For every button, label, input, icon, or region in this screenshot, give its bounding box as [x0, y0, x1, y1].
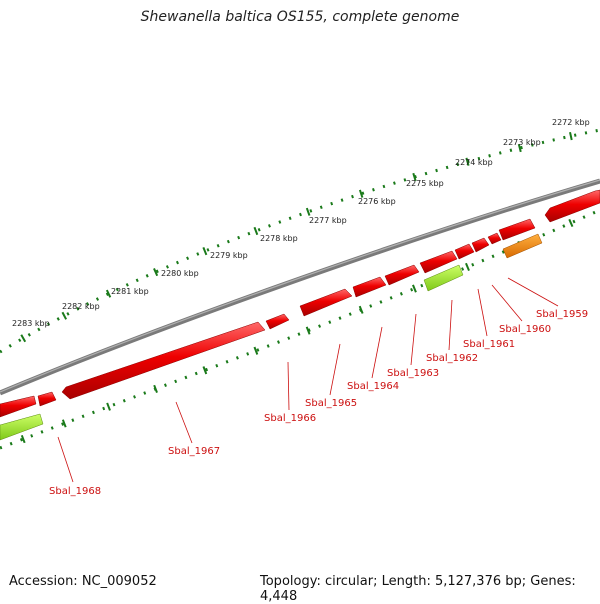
gene-block[interactable] [454, 243, 475, 260]
gene-label[interactable]: Sbal_1959 [536, 309, 588, 320]
major-tick [106, 402, 111, 411]
major-tick [202, 366, 208, 375]
leader-line [371, 326, 383, 379]
major-tick [412, 284, 417, 293]
leader-line [507, 277, 559, 307]
major-tick [568, 218, 574, 228]
gene-block[interactable] [61, 321, 266, 400]
gene-label[interactable]: Sbal_1962 [426, 353, 478, 364]
gene-label[interactable]: Sbal_1968 [49, 486, 101, 497]
major-tick [358, 189, 364, 198]
major-tick [61, 311, 68, 320]
gene-block[interactable] [544, 189, 600, 223]
scale-label: 2283 kbp [12, 319, 50, 328]
orange-feature[interactable] [502, 233, 543, 259]
gene-label[interactable]: Sbal_1966 [264, 413, 316, 424]
accession-label: Accession: NC_009052 [9, 574, 157, 589]
gene-block[interactable] [299, 288, 353, 317]
leader-line [175, 401, 193, 444]
leader-line [410, 313, 417, 366]
major-tick [202, 247, 208, 256]
major-tick [153, 384, 158, 394]
outer-scale-ring: 2283 kbp 2282 kbp 2281 kbp 2280 kbp 2279… [0, 118, 600, 354]
major-tick [358, 305, 364, 314]
major-tick [305, 207, 311, 216]
gene-label[interactable]: Sbal_1961 [463, 339, 515, 350]
scale-label: 2272 kbp [552, 118, 590, 127]
scale-label: 2281 kbp [111, 287, 149, 296]
gene-block[interactable] [498, 218, 536, 241]
major-tick [569, 131, 573, 141]
gene-labels: Sbal_1968 Sbal_1967 Sbal_1966 Sbal_1965 … [49, 309, 588, 497]
major-tick [253, 346, 259, 355]
gene-block[interactable] [471, 237, 490, 253]
leader-line [477, 288, 488, 337]
scale-label: 2276 kbp [358, 197, 396, 206]
gene-track [0, 189, 600, 418]
gene-label[interactable]: Sbal_1960 [499, 324, 551, 335]
leader-line [491, 284, 523, 322]
gene-label[interactable]: Sbal_1967 [168, 446, 220, 457]
gene-label[interactable]: Sbal_1965 [305, 398, 357, 409]
major-tick [20, 434, 26, 444]
scale-label: 2274 kbp [455, 158, 493, 167]
gene-label[interactable]: Sbal_1964 [347, 381, 399, 392]
major-tick [153, 268, 159, 277]
scale-label: 2277 kbp [309, 216, 347, 225]
gene-block[interactable] [487, 232, 502, 245]
scale-label: 2273 kbp [503, 138, 541, 147]
outer-scale-dots [0, 128, 600, 354]
major-tick [517, 143, 522, 153]
gene-label[interactable]: Sbal_1963 [387, 368, 439, 379]
leader-line [329, 343, 341, 396]
gene-block[interactable] [265, 313, 290, 330]
scale-label: 2275 kbp [406, 179, 444, 188]
map-title: Shewanella baltica OS155, complete genom… [140, 9, 460, 25]
major-tick [20, 334, 27, 343]
gene-block[interactable] [352, 276, 387, 298]
genome-backbone-highlight [0, 179, 600, 393]
scale-label: 2278 kbp [260, 234, 298, 243]
gene-block[interactable] [384, 264, 420, 286]
major-tick [305, 326, 311, 335]
major-tick [465, 157, 470, 166]
rna-feature[interactable] [0, 413, 44, 441]
gene-block[interactable] [419, 250, 458, 274]
major-tick [465, 262, 470, 272]
leader-line [287, 361, 290, 411]
scale-labels: 2283 kbp 2282 kbp 2281 kbp 2280 kbp 2279… [12, 118, 590, 328]
major-tick [61, 419, 67, 428]
gene-block[interactable] [37, 391, 57, 407]
scale-label: 2280 kbp [161, 269, 199, 278]
rna-feature[interactable] [423, 264, 464, 292]
scale-label: 2279 kbp [210, 251, 248, 260]
major-tick [412, 172, 417, 182]
gene-block[interactable] [0, 395, 37, 418]
major-tick [253, 226, 259, 236]
leader-lines [57, 277, 559, 483]
leader-line [448, 299, 453, 351]
outer-major-ticks [20, 131, 573, 343]
major-tick [105, 289, 112, 298]
leader-line [57, 436, 74, 483]
genome-backbone [0, 178, 600, 396]
scale-label: 2282 kbp [62, 302, 100, 311]
